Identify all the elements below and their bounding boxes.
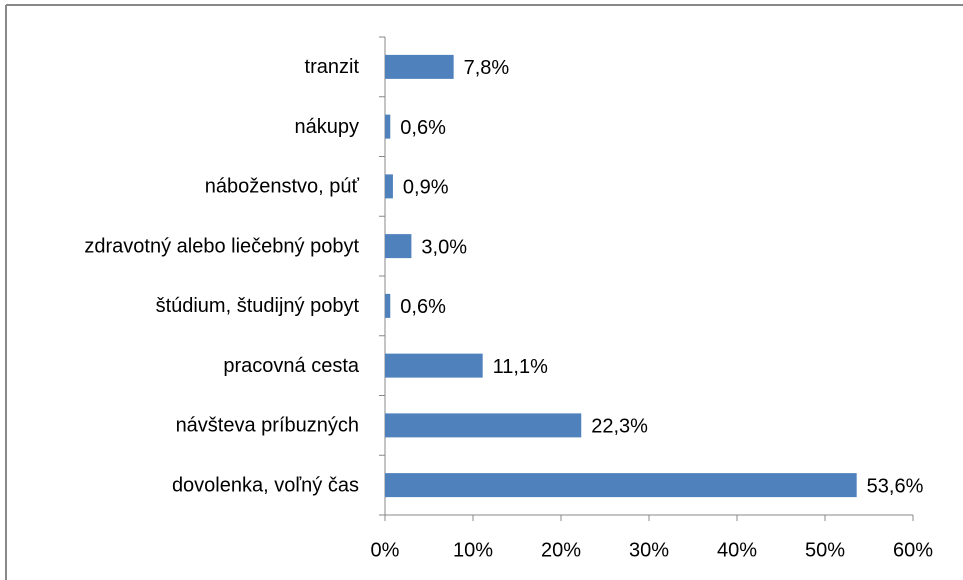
value-label: 0,9% [403, 177, 449, 199]
value-label: 3,0% [421, 236, 467, 258]
value-label: 0,6% [400, 296, 446, 318]
x-tick-label: 60% [893, 539, 933, 561]
bar [385, 353, 483, 378]
value-label: 7,8% [464, 57, 510, 79]
y-tick-label: štúdium, študijný pobyt [156, 295, 360, 317]
value-label: 0,6% [400, 117, 446, 139]
bar [385, 473, 857, 498]
bar [385, 293, 391, 318]
value-label: 53,6% [867, 475, 924, 497]
x-tick-label: 30% [629, 539, 669, 561]
bar [385, 234, 412, 259]
x-tick-label: 50% [805, 539, 845, 561]
x-tick-label: 40% [717, 539, 757, 561]
y-tick-label: návšteva príbuzných [176, 415, 359, 437]
value-label: 22,3% [591, 416, 648, 438]
y-tick-label: nákupy [295, 116, 360, 138]
y-tick-label: zdravotný alebo liečebný pobyt [84, 235, 359, 257]
value-label: 11,1% [493, 356, 548, 378]
x-tick-label: 0% [371, 539, 400, 561]
y-tick-label: tranzit [305, 56, 360, 78]
bar [385, 174, 393, 199]
y-tick-label: dovolenka, voľný čas [172, 474, 359, 496]
bar [385, 54, 454, 79]
y-tick-label: náboženstvo, púť [205, 176, 360, 198]
bar [385, 114, 391, 139]
y-tick-label: pracovná cesta [223, 355, 360, 377]
x-tick-label: 20% [541, 539, 581, 561]
x-tick-label: 10% [453, 539, 493, 561]
bar [385, 413, 582, 438]
